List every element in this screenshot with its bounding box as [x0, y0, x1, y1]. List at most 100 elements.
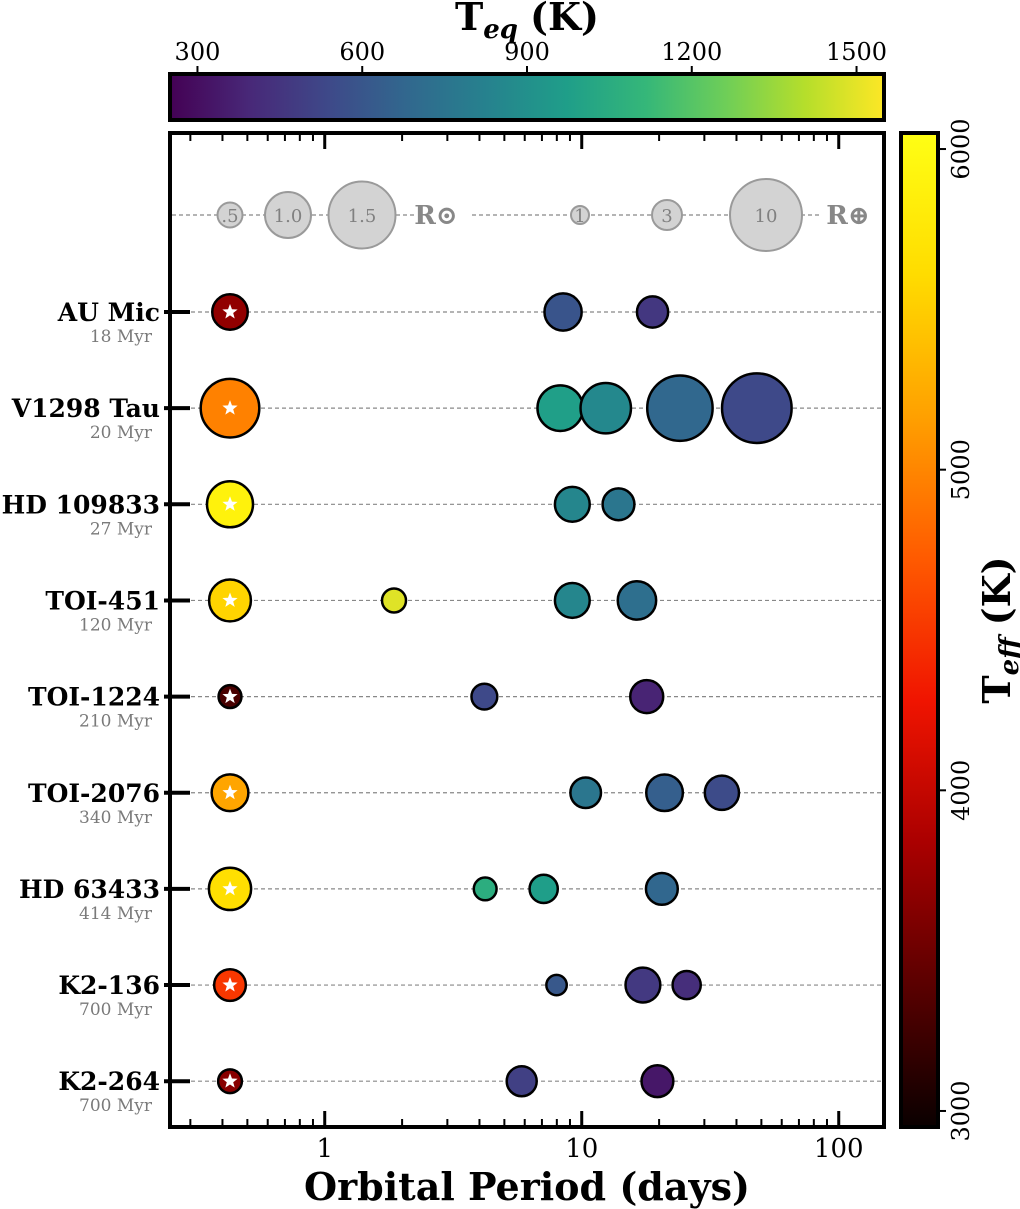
system-row [170, 966, 884, 1004]
legend-stellar-unit: R⊙ [414, 201, 457, 231]
legend-star-size-marker [216, 201, 244, 229]
system-age-label: 414 Myr [79, 904, 153, 924]
system-name-label: V1298 Tau [11, 394, 160, 423]
planet-marker [536, 384, 585, 433]
legend-planet-size-marker [570, 205, 590, 225]
teq-tick-label: 1200 [661, 38, 722, 66]
system-row [170, 292, 884, 332]
x-axis-ticks: 1 10 100 [189, 133, 864, 1164]
host-star-icon [222, 880, 238, 896]
system-row [170, 578, 884, 623]
planet-marker [470, 682, 499, 711]
planet-marker [703, 774, 741, 812]
system-row [170, 678, 884, 715]
legend-star-size-label: 1.0 [274, 206, 303, 227]
teff-colorbar [899, 131, 940, 1129]
teff-colorbar-title: Teff(K) [974, 556, 1020, 703]
planet-marker [553, 581, 591, 620]
system-age-label: 20 Myr [90, 423, 153, 443]
host-star-icon [222, 304, 238, 319]
system-row [170, 1064, 884, 1099]
host-star-icon [222, 977, 238, 992]
host-star-icon [222, 1073, 238, 1088]
teff-tick-label: 3000 [947, 1080, 975, 1141]
system-name-label: TOI-451 [45, 586, 160, 615]
teq-tick-label: 600 [339, 38, 385, 66]
teff-colorbar-ticks: 3000 4000 5000 6000 [938, 118, 975, 1142]
legend-planet-size-marker [729, 178, 803, 252]
system-name-label: AU Mic [57, 298, 160, 327]
teq-colorbar-title: Teq (K) [455, 0, 599, 45]
system-age-label: 210 Myr [79, 712, 153, 732]
planet-marker [579, 381, 633, 435]
system-row [170, 866, 884, 912]
system-age-label: 700 Myr [79, 1000, 153, 1020]
system-name-label: TOI-1224 [28, 683, 160, 712]
system-row [170, 480, 884, 529]
host-star-icon [222, 592, 238, 607]
system-age-label: 340 Myr [79, 808, 153, 828]
host-star-icon [222, 400, 238, 415]
teq-colorbar [168, 72, 886, 122]
planet-marker [543, 292, 583, 332]
system-row [170, 372, 884, 445]
planet-marker [505, 1064, 538, 1098]
planet-marker [545, 973, 569, 997]
system-age-label: 27 Myr [90, 519, 153, 539]
planet-marker [569, 776, 603, 810]
system-name-label: HD 109833 [2, 490, 160, 519]
plot-frame [168, 131, 886, 1129]
host-star-icon [222, 784, 238, 800]
system-name-label: HD 63433 [19, 875, 160, 904]
planet-marker [644, 871, 680, 907]
teq-colorbar-ticks: 300 600 900 1200 1500 [175, 38, 887, 74]
planet-marker [720, 372, 793, 445]
planet-marker [472, 876, 498, 902]
system-name-label: TOI-2076 [28, 779, 160, 808]
system-rows [170, 292, 884, 1099]
system-age-label: 120 Myr [79, 615, 153, 635]
planet-marker [635, 295, 670, 329]
size-legend: .5 1.0 1.5 R⊙ 1 3 10 R⊕ [172, 178, 870, 252]
planet-marker [616, 580, 658, 621]
planet-marker [528, 873, 560, 905]
system-age-label: 700 Myr [79, 1096, 153, 1116]
legend-star-size-label: 1.5 [348, 206, 377, 227]
legend-star-size-label: .5 [221, 206, 238, 227]
legend-planet-size-label: 1 [574, 206, 585, 227]
x-tick-label: 100 [814, 1134, 864, 1164]
teq-tick-label: 900 [504, 38, 550, 66]
system-age-label: 18 Myr [90, 327, 153, 347]
legend-planet-unit: R⊕ [826, 201, 869, 231]
planet-marker [380, 587, 408, 614]
planet-marker [645, 374, 714, 443]
planet-marker [553, 485, 591, 523]
teff-tick-label: 5000 [947, 439, 975, 500]
planet-marker [628, 678, 665, 715]
teff-tick-label: 6000 [947, 118, 975, 179]
legend-planet-size-label: 10 [755, 206, 778, 227]
system-row [170, 773, 884, 813]
legend-planet-size-marker [651, 199, 683, 231]
teff-tick-label: 4000 [947, 760, 975, 821]
planet-marker [601, 487, 636, 522]
legend-planet-size-label: 3 [661, 206, 672, 227]
legend-star-size-marker [264, 191, 312, 239]
planet-marker [645, 773, 685, 813]
system-name-label: K2-264 [58, 1067, 160, 1096]
teq-tick-label: 300 [175, 38, 221, 66]
planet-marker [640, 1064, 675, 1099]
legend-star-size-marker [327, 180, 397, 250]
teq-tick-label: 1500 [826, 38, 887, 66]
system-name-label: K2-136 [58, 971, 160, 1000]
host-star-icon [222, 688, 238, 704]
planet-marker [671, 969, 703, 1001]
planet-marker [624, 966, 662, 1004]
x-tick-label: 1 [316, 1134, 333, 1164]
x-axis-label: Orbital Period (days) [304, 1164, 750, 1209]
host-star-icon [222, 496, 238, 511]
x-tick-label: 10 [565, 1134, 598, 1164]
